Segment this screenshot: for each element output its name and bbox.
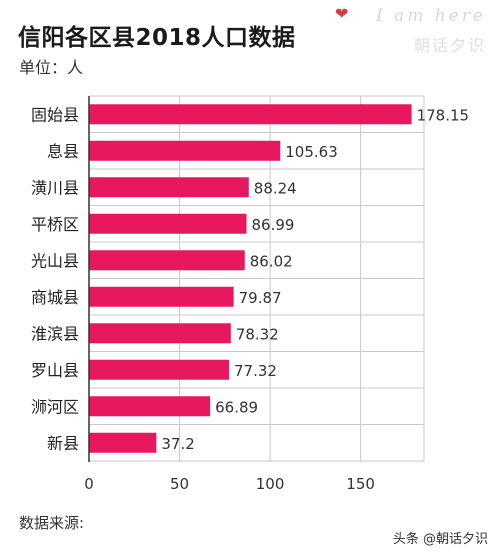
value-label: 77.32 [234, 362, 277, 380]
value-label: 66.89 [215, 398, 258, 416]
unit-label: 单位：人 [19, 58, 84, 77]
watermark-subtitle: 朝话夕识 [413, 36, 486, 55]
data-source-label: 数据来源: [19, 514, 85, 532]
category-label: 罗山县 [31, 361, 79, 380]
bar-chart: 固始县 178.15 息县 105.63 潢川县 88.24 平桥区 86.99 光山县 86.0… [31, 95, 470, 493]
category-label: 潢川县 [31, 178, 79, 197]
category-label: 光山县 [31, 251, 79, 270]
bar [89, 432, 157, 453]
bar [89, 359, 230, 380]
bar [89, 213, 247, 234]
x-tick-label: 100 [256, 475, 285, 493]
bar [89, 286, 234, 307]
category-label: 固始县 [31, 105, 79, 124]
bar [89, 323, 231, 344]
bar [89, 140, 281, 161]
value-label: 86.02 [250, 252, 293, 270]
footer-credit: 头条 @朝话夕识 [392, 532, 488, 547]
bar [89, 250, 245, 271]
value-label: 86.99 [252, 216, 295, 234]
value-label: 78.32 [236, 325, 279, 343]
category-label: 商城县 [31, 288, 79, 307]
watermark-text: I am here [376, 6, 486, 26]
heart-icon: ❤ [335, 4, 349, 23]
category-label: 新县 [47, 434, 79, 453]
bar [89, 396, 211, 417]
x-tick-label: 50 [170, 475, 189, 493]
value-label: 88.24 [254, 179, 297, 197]
category-label: 浉河区 [31, 397, 79, 416]
category-label: 息县 [47, 142, 79, 161]
value-label: 37.2 [161, 435, 194, 453]
category-label: 平桥区 [31, 215, 79, 234]
bar [89, 104, 412, 125]
value-label: 178.15 [417, 106, 470, 124]
bar [89, 177, 249, 198]
value-label: 105.63 [285, 143, 338, 161]
value-label: 79.87 [239, 289, 282, 307]
x-tick-label: 150 [346, 475, 375, 493]
category-label: 淮滨县 [31, 324, 79, 343]
x-tick-label: 0 [84, 475, 94, 493]
chart-title: 信阳各区县2018人口数据 [18, 25, 296, 51]
